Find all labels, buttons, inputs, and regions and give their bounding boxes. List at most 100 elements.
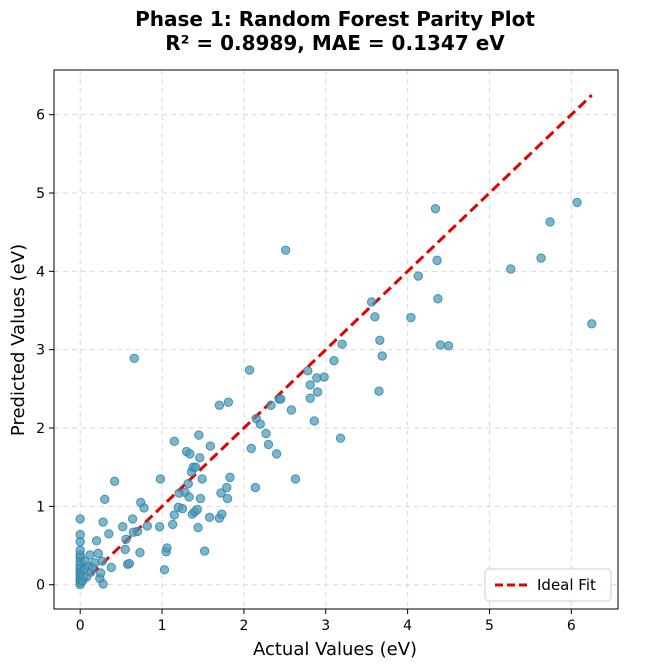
data-point	[199, 546, 210, 556]
data-point	[162, 543, 172, 553]
data-point	[432, 255, 442, 266]
data-point	[109, 476, 120, 487]
data-point	[120, 544, 130, 555]
data-point	[312, 387, 323, 397]
data-point	[118, 522, 128, 532]
data-point	[124, 558, 135, 569]
data-point	[280, 245, 291, 255]
data-point	[374, 386, 384, 396]
legend-ideal-fit-label: Ideal Fit	[537, 576, 596, 594]
data-point	[85, 550, 95, 560]
x-axis-label: Actual Values (eV)	[253, 639, 417, 660]
chart-title-line2: R² = 0.8989, MAE = 0.1347 eV	[165, 31, 505, 55]
data-point	[98, 579, 108, 589]
data-point	[217, 509, 227, 519]
chart-title-line1: Phase 1: Random Forest Parity Plot	[135, 7, 535, 31]
data-point	[319, 372, 329, 382]
x-tick-label: 5	[485, 618, 494, 634]
data-point	[276, 394, 286, 404]
data-point	[290, 474, 301, 484]
x-axis-ticks: 0 1 2 3 4 5 6	[76, 609, 576, 634]
x-tick-label: 3	[321, 618, 330, 634]
data-point	[193, 522, 203, 533]
data-point	[246, 443, 256, 454]
data-point	[244, 365, 255, 375]
data-point	[216, 488, 226, 498]
data-point	[177, 504, 188, 514]
data-point	[204, 512, 215, 523]
data-point	[97, 556, 107, 566]
x-tick-label: 6	[567, 618, 576, 634]
data-point	[127, 514, 138, 524]
data-point	[135, 547, 145, 558]
data-point	[195, 453, 205, 463]
data-point	[167, 519, 178, 530]
data-point	[222, 493, 233, 504]
data-point	[443, 341, 454, 351]
data-point	[303, 366, 313, 376]
data-point	[91, 536, 102, 546]
data-point	[375, 335, 385, 345]
data-point	[366, 297, 377, 307]
data-point	[545, 217, 555, 227]
data-point	[335, 433, 346, 443]
data-point	[195, 493, 206, 504]
data-point	[197, 474, 207, 484]
data-point	[413, 271, 423, 281]
data-point	[435, 340, 446, 350]
data-point	[250, 482, 261, 493]
data-point	[406, 312, 416, 323]
data-point	[587, 319, 597, 329]
x-tick-label: 1	[158, 618, 167, 634]
y-axis-ticks: 0 1 2 3 4 5 6	[36, 108, 54, 594]
y-tick-label: 3	[36, 343, 45, 359]
data-point	[100, 494, 110, 505]
data-point	[139, 503, 149, 513]
y-tick-label: 6	[36, 108, 45, 124]
data-point	[106, 562, 117, 573]
legend: Ideal Fit	[484, 568, 612, 602]
data-point	[155, 474, 166, 484]
data-point	[305, 380, 315, 390]
scatter-points	[75, 197, 597, 590]
data-point	[104, 529, 114, 539]
data-point	[154, 522, 165, 532]
data-point	[309, 416, 320, 426]
data-point	[263, 439, 274, 450]
data-point	[506, 264, 516, 274]
data-point	[190, 462, 201, 472]
data-point	[222, 482, 232, 493]
data-point	[183, 478, 193, 489]
data-point	[266, 400, 276, 411]
data-point	[214, 400, 225, 411]
data-point	[169, 436, 180, 447]
plot-frame	[53, 69, 619, 610]
data-point	[536, 253, 546, 263]
data-point	[184, 492, 194, 502]
y-axis-label: Predicted Values (eV)	[8, 244, 29, 436]
y-tick-label: 2	[36, 421, 45, 437]
legend-box	[484, 568, 612, 602]
ideal-fit-line	[79, 93, 593, 586]
data-point	[132, 526, 143, 537]
y-tick-label: 0	[36, 578, 45, 594]
data-point	[377, 351, 387, 361]
data-point	[98, 517, 108, 527]
x-tick-label: 0	[76, 618, 85, 634]
data-point	[337, 339, 347, 349]
data-point	[370, 312, 380, 322]
data-point	[129, 353, 139, 364]
data-point	[121, 534, 131, 544]
data-point	[286, 405, 297, 415]
data-point	[433, 294, 443, 304]
data-point	[169, 510, 180, 520]
y-tick-label: 1	[36, 499, 45, 515]
data-point	[305, 393, 315, 403]
data-point	[95, 568, 106, 578]
data-point	[205, 441, 216, 451]
data-point	[185, 449, 195, 459]
data-point	[572, 197, 582, 208]
data-point	[75, 545, 85, 555]
